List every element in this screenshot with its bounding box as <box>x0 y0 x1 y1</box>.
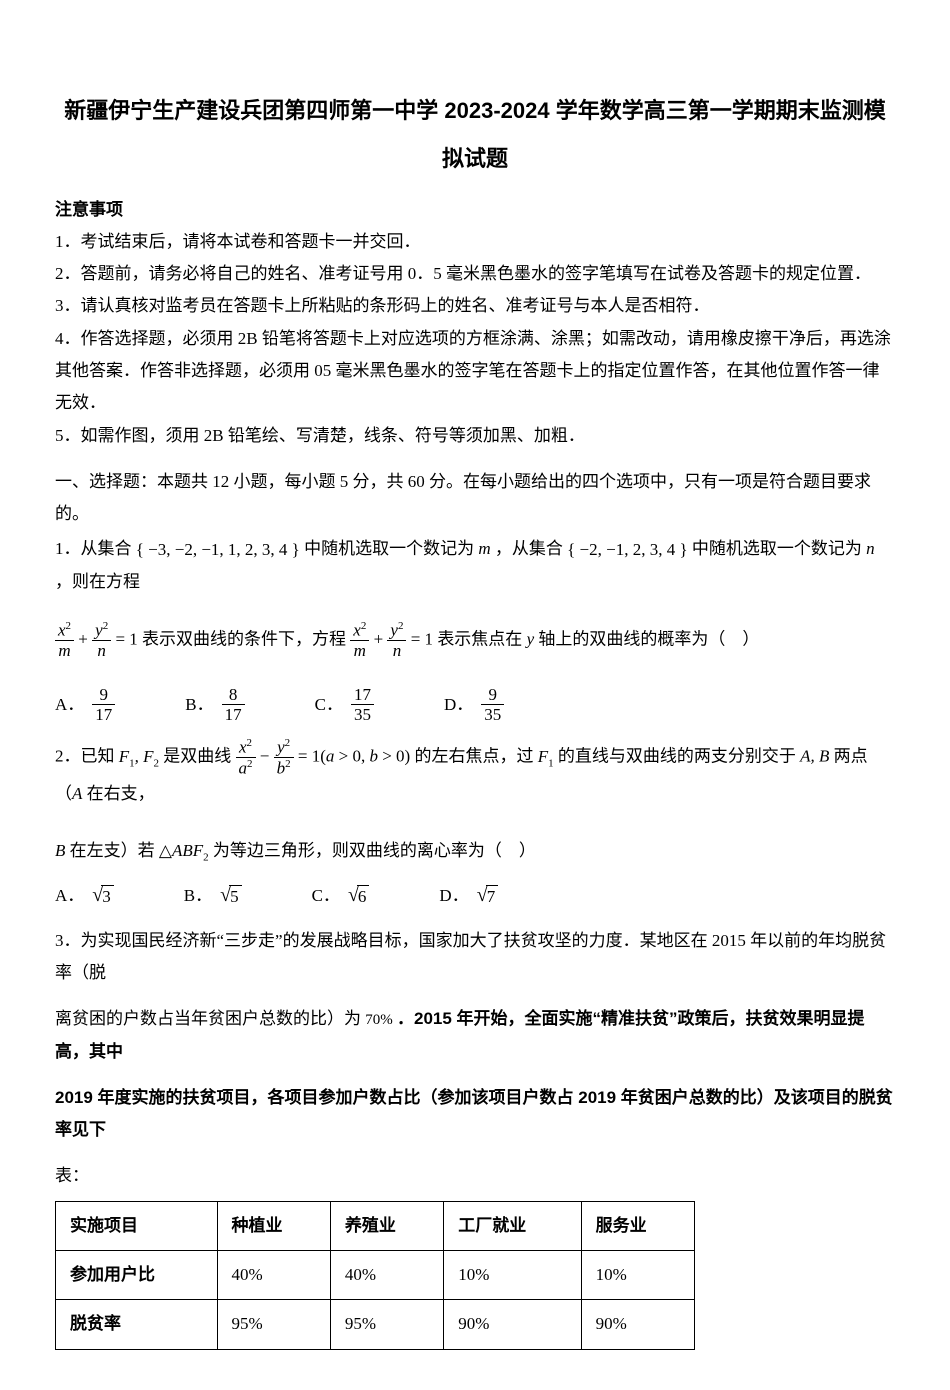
q2-eq: x2a2 − y2b2 = 1(a > 0, b > 0) <box>236 737 411 778</box>
q2-a-val: 3 <box>101 885 114 908</box>
q1-choices: A． 917 B． 817 C． 1735 D． 935 <box>55 685 895 725</box>
q3-p1: 3．为实现国民经济新“三步走”的发展战略目标，国家加大了扶贫攻坚的力度．某地区在… <box>55 925 895 990</box>
q1-tail: ，则在方程 <box>55 572 140 591</box>
q1-eq2: x2m + y2n = 1 <box>350 620 433 661</box>
q2-line1: 2．已知 F1, F2 是双曲线 x2a2 − y2b2 = 1(a > 0, … <box>55 737 895 811</box>
r2c3: 90% <box>444 1300 581 1349</box>
label-a2: A． <box>55 880 84 912</box>
q1-a-den: 17 <box>92 705 115 725</box>
q2-b-val: 5 <box>229 885 242 908</box>
col-1: 种植业 <box>217 1201 330 1250</box>
q2-mid3: 的直线与双曲线的两支分别交于 <box>558 747 796 766</box>
q2-bleft: B <box>55 841 65 860</box>
q1-line2c: 轴上的双曲线的概率为（ ） <box>538 629 759 648</box>
q2-ab: A, B <box>800 747 829 766</box>
table-header-row: 实施项目 种植业 养殖业 工厂就业 服务业 <box>56 1201 695 1250</box>
q2-triangle: △ABF2 <box>159 841 209 860</box>
q1-b-num: 8 <box>222 685 245 706</box>
q2-line2b: 为等边三角形，则双曲线的离心率为（ ） <box>213 841 536 860</box>
label-a: A． <box>55 689 84 721</box>
note-3: 3．请认真核对监考员在答题卡上所粘贴的条形码上的姓名、准考证号与本人是否相符． <box>55 290 895 322</box>
q1-prefix: 1．从集合 <box>55 539 132 558</box>
q1-a-num: 9 <box>92 685 115 706</box>
q2-mid2: 的左右焦点，过 <box>414 747 533 766</box>
q2-choice-d: D． √7 <box>439 880 498 912</box>
q1-comma: ，从集合 <box>495 539 563 558</box>
label-d: D． <box>444 689 473 721</box>
note-1: 1．考试结束后，请将本试卷和答题卡一并交回． <box>55 226 895 258</box>
r1c0: 参加用户比 <box>56 1251 218 1300</box>
q1-c-num: 17 <box>351 685 374 706</box>
q2-choices: A． √3 B． √5 C． √6 D． √7 <box>55 880 895 912</box>
r2c4: 90% <box>581 1300 694 1349</box>
q3-70pct: 70% <box>365 1012 393 1028</box>
q2-f1: F1 <box>538 747 554 766</box>
r1c4: 10% <box>581 1251 694 1300</box>
note-4: 4．作答选择题，必须用 2B 铅笔将答题卡上对应选项的方框涂满、涂黑；如需改动，… <box>55 323 895 420</box>
q1-choice-c: C． 1735 <box>315 685 374 725</box>
exam-page: 新疆伊宁生产建设兵团第四师第一中学 2023-2024 学年数学高三第一学期期末… <box>0 0 950 1390</box>
q3-p2a: 离贫困的户数占当年贫困户总数的比）为 <box>55 1009 361 1028</box>
q1-d-num: 9 <box>481 685 504 706</box>
note-2: 2．答题前，请务必将自己的姓名、准考证号用 0．5 毫米黑色墨水的签字笔填写在试… <box>55 258 895 290</box>
r2c1: 95% <box>217 1300 330 1349</box>
q3-p3: 2019 年度实施的扶贫项目，各项目参加户数占比（参加该项目户数占 2019 年… <box>55 1082 895 1147</box>
note-5: 5．如需作图，须用 2B 铅笔绘、写清楚，线条、符号等须加黑、加粗． <box>55 420 895 452</box>
q1-line1: 1．从集合 { −3, −2, −1, 1, 2, 3, 4 } 中随机选取一个… <box>55 533 895 599</box>
q1-line2a: 表示双曲线的条件下，方程 <box>142 629 346 648</box>
q1-choice-a: A． 917 <box>55 685 115 725</box>
q1-c-den: 35 <box>351 705 374 725</box>
label-c: C． <box>315 689 343 721</box>
q1-mid: 中随机选取一个数记为 <box>304 539 474 558</box>
q1-eq1: x2m + y2n = 1 <box>55 620 138 661</box>
notes-heading: 注意事项 <box>55 194 895 226</box>
page-title-line2: 拟试题 <box>55 138 895 180</box>
q2-foci: F1, F2 <box>119 747 159 766</box>
q2-choice-b: B． √5 <box>184 880 242 912</box>
r1c2: 40% <box>330 1251 443 1300</box>
q1-choice-d: D． 935 <box>444 685 504 725</box>
table-row-2: 脱贫率 95% 95% 90% 90% <box>56 1300 695 1349</box>
section-1-heading: 一、选择题：本题共 12 小题，每小题 5 分，共 60 分。在每小题给出的四个… <box>55 466 895 531</box>
r1c3: 10% <box>444 1251 581 1300</box>
table-row-1: 参加用户比 40% 40% 10% 10% <box>56 1251 695 1300</box>
r2c0: 脱贫率 <box>56 1300 218 1349</box>
q1-var-m: m <box>478 539 490 558</box>
q2-choice-a: A． √3 <box>55 880 114 912</box>
q3-p2: 离贫困的户数占当年贫困户总数的比）为 70% ．2015 年开始，全面实施“精准… <box>55 1003 895 1068</box>
q1-d-den: 35 <box>481 705 504 725</box>
col-4: 服务业 <box>581 1201 694 1250</box>
q1-var-n: n <box>866 539 875 558</box>
q1-choice-b: B． 817 <box>185 685 244 725</box>
q1-yaxis: y <box>527 629 535 648</box>
col-0: 实施项目 <box>56 1201 218 1250</box>
q2-choice-c: C． √6 <box>312 880 370 912</box>
q1-set1: { −3, −2, −1, 1, 2, 3, 4 } <box>136 540 300 559</box>
r2c2: 95% <box>330 1300 443 1349</box>
label-d2: D． <box>439 880 468 912</box>
q3-table: 实施项目 种植业 养殖业 工厂就业 服务业 参加用户比 40% 40% 10% … <box>55 1201 695 1350</box>
col-3: 工厂就业 <box>444 1201 581 1250</box>
r1c1: 40% <box>217 1251 330 1300</box>
label-c2: C． <box>312 880 340 912</box>
q1-set2: { −2, −1, 2, 3, 4 } <box>567 540 688 559</box>
q2-prefix: 2．已知 <box>55 747 115 766</box>
q2-line2: B 在左支）若 △ABF2 为等边三角形，则双曲线的离心率为（ ） <box>55 835 895 869</box>
q2-bleft-text: 在左支）若 <box>70 841 155 860</box>
col-2: 养殖业 <box>330 1201 443 1250</box>
q1-line2: x2m + y2n = 1 表示双曲线的条件下，方程 x2m + y2n = 1… <box>55 620 895 661</box>
label-b: B． <box>185 689 213 721</box>
q3-p4: 表： <box>55 1160 895 1192</box>
q2-mid: 是双曲线 <box>163 747 231 766</box>
q2-d-val: 7 <box>486 885 499 908</box>
q2-c-val: 6 <box>357 885 370 908</box>
q1-line2b: 表示焦点在 <box>437 629 522 648</box>
q1-b-den: 17 <box>222 705 245 725</box>
q1-mid2: 中随机选取一个数记为 <box>692 539 862 558</box>
page-title-line1: 新疆伊宁生产建设兵团第四师第一中学 2023-2024 学年数学高三第一学期期末… <box>55 90 895 132</box>
label-b2: B． <box>184 880 212 912</box>
